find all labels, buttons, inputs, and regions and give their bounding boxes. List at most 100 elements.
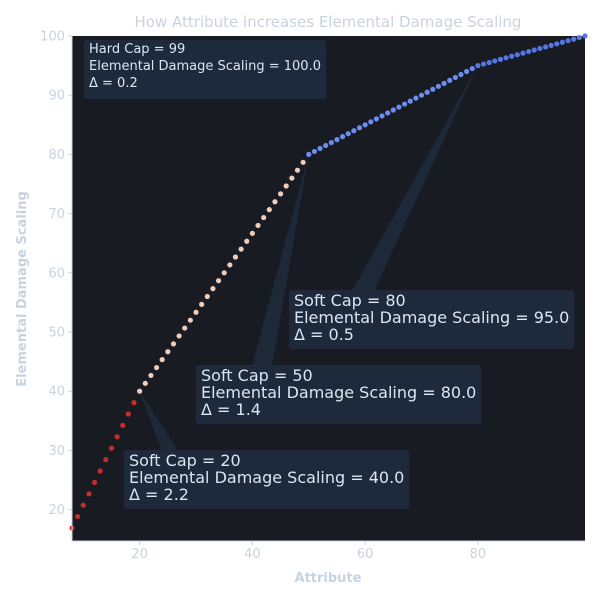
data-point xyxy=(221,270,227,276)
data-point xyxy=(125,411,131,417)
annotation-line: Δ = 2.2 xyxy=(129,485,189,504)
data-point xyxy=(390,107,396,113)
data-point xyxy=(170,341,177,347)
data-point xyxy=(80,502,86,508)
data-point xyxy=(103,457,109,463)
data-point xyxy=(526,48,532,55)
data-point xyxy=(328,139,334,146)
data-point xyxy=(75,513,81,520)
annotation-line: Δ = 0.5 xyxy=(294,325,354,344)
data-point xyxy=(108,445,115,451)
data-point xyxy=(396,104,402,110)
annotation-pointer-soft-cap-80 xyxy=(352,65,478,291)
annotation-box xyxy=(124,450,410,509)
data-point xyxy=(469,65,475,72)
data-point xyxy=(176,333,182,339)
chart-title: How Attribute increases Elemental Damage… xyxy=(135,13,522,31)
data-point xyxy=(464,68,470,75)
y-tick-label: 20 xyxy=(48,503,65,518)
data-point xyxy=(249,230,255,236)
annotation-line: Soft Cap = 20 xyxy=(129,451,241,470)
data-point xyxy=(311,148,318,155)
data-point xyxy=(323,142,329,149)
data-point xyxy=(537,45,543,52)
data-point xyxy=(548,42,554,48)
data-point xyxy=(559,39,566,45)
data-point xyxy=(356,125,363,131)
data-point xyxy=(402,101,408,107)
data-point xyxy=(458,71,464,78)
annotation-pointer-soft-cap-20 xyxy=(139,391,178,451)
y-tick-label: 60 xyxy=(48,266,65,281)
annotation-line: Elemental Damage Scaling = 40.0 xyxy=(129,468,404,487)
data-point xyxy=(351,128,357,134)
data-point xyxy=(339,134,346,140)
data-point xyxy=(182,325,188,331)
data-point xyxy=(441,80,447,86)
annotation-pointers xyxy=(139,65,478,451)
data-point xyxy=(424,89,430,95)
annotation-pointer-soft-cap-50 xyxy=(252,154,309,366)
annotations: Hard Cap = 99 Elemental Damage Scaling = … xyxy=(84,40,575,509)
data-point xyxy=(480,61,487,67)
data-point xyxy=(317,145,323,152)
data-point xyxy=(368,119,374,125)
axes: 20 40 60 80 20 30 40 50 60 70 80 90 100 xyxy=(40,30,585,562)
data-point xyxy=(232,254,239,260)
annotation-line: Δ = 0.2 xyxy=(89,76,138,91)
y-tick-label: 100 xyxy=(40,30,65,45)
annotation-line: Soft Cap = 80 xyxy=(294,291,406,310)
data-point xyxy=(452,74,458,81)
data-point xyxy=(509,53,515,59)
data-point xyxy=(215,278,222,284)
data-point xyxy=(306,151,312,158)
data-point xyxy=(430,86,436,92)
y-tick-label: 80 xyxy=(48,148,65,163)
data-point xyxy=(137,388,143,394)
data-point xyxy=(413,95,419,101)
data-point xyxy=(91,479,98,485)
data-point xyxy=(266,207,272,213)
data-point xyxy=(114,434,120,440)
annotation-line: Elemental Damage Scaling = 80.0 xyxy=(201,383,476,402)
x-axis-label: Attribute xyxy=(295,571,362,586)
data-point xyxy=(238,246,244,252)
annotation-box xyxy=(196,365,482,424)
data-point xyxy=(294,167,301,173)
data-point xyxy=(97,468,103,474)
data-point xyxy=(255,222,261,229)
data-point xyxy=(210,286,216,292)
annotation-line: Elemental Damage Scaling = 95.0 xyxy=(294,308,569,327)
annotation-line: Soft Cap = 50 xyxy=(201,366,313,385)
data-point xyxy=(486,59,492,66)
data-point xyxy=(582,33,588,39)
data-point xyxy=(379,113,385,119)
y-tick-label: 50 xyxy=(48,326,65,341)
data-point xyxy=(272,199,278,205)
data-point xyxy=(475,63,481,69)
data-point xyxy=(497,56,504,62)
data-point xyxy=(407,98,413,104)
data-point xyxy=(565,38,571,44)
data-point xyxy=(199,301,205,307)
data-point xyxy=(142,380,148,386)
data-point xyxy=(503,55,509,61)
data-point xyxy=(385,110,391,116)
data-point xyxy=(514,52,520,58)
data-points xyxy=(69,33,588,531)
x-tick-label: 40 xyxy=(244,547,261,562)
data-point xyxy=(148,372,154,379)
data-point xyxy=(362,122,368,128)
data-point xyxy=(244,238,250,244)
data-point xyxy=(447,77,453,83)
data-point xyxy=(571,36,577,42)
annotation-line: Elemental Damage Scaling = 100.0 xyxy=(89,59,321,74)
annotation-box xyxy=(84,40,326,99)
data-point xyxy=(373,116,380,122)
data-point xyxy=(531,47,537,53)
data-point xyxy=(283,183,289,189)
